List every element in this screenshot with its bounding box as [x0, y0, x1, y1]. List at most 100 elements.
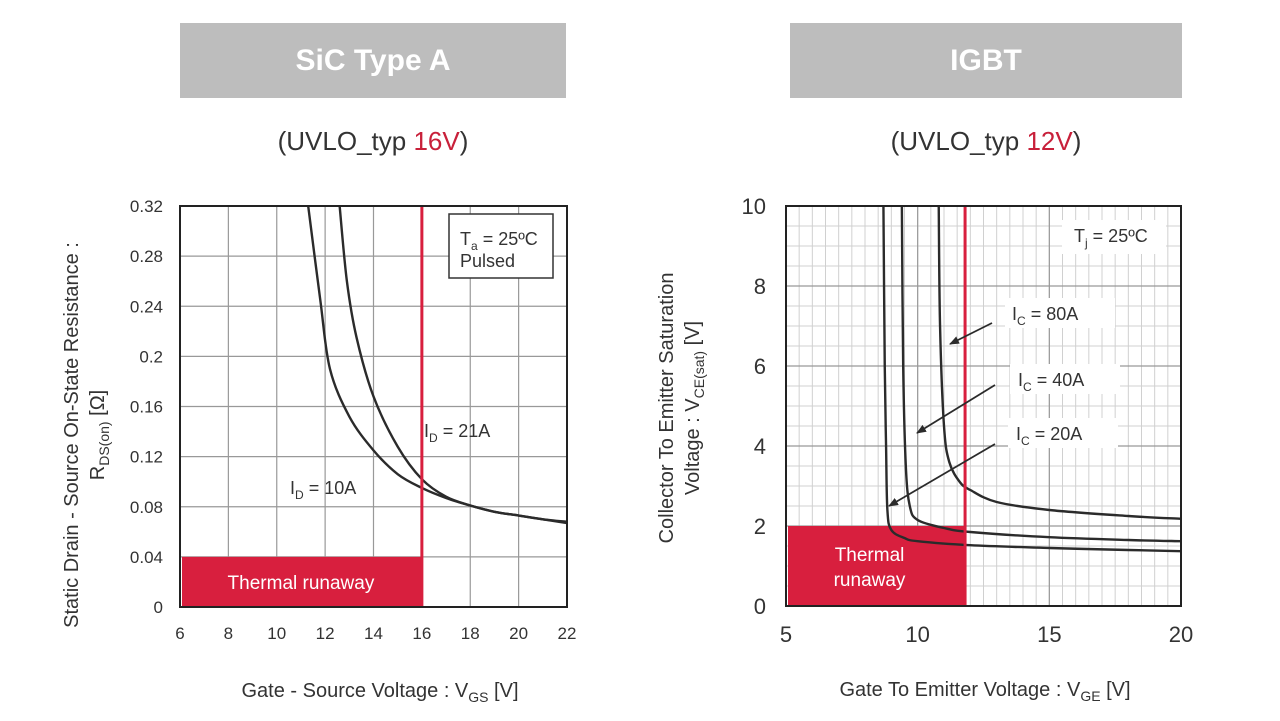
sic-label-10a-main: I: [290, 478, 295, 498]
sic-ylabel-line2-suffix: [Ω]: [87, 390, 109, 422]
igbt-condition-temp-main: T: [1074, 226, 1085, 246]
igbt-label-20a-main: I: [1016, 424, 1021, 444]
igbt-condition-temp: Tj = 25ºC: [1074, 226, 1148, 250]
igbt-label-80a-main: I: [1012, 304, 1017, 324]
igbt-y-tick-label: 10: [742, 194, 766, 219]
igbt-x-tick-label: 20: [1169, 622, 1193, 647]
sic-x-tick-label: 14: [364, 624, 383, 643]
igbt-x-tick-label: 10: [905, 622, 929, 647]
igbt-thermal-runaway-label-line1: Thermal: [835, 545, 905, 566]
igbt-ylabel-line2-suffix: [V]: [682, 321, 704, 351]
igbt-label-bg-20a: [1008, 418, 1118, 448]
igbt-series-line-0: [882, 205, 1182, 553]
sic-series-label-21a: ID = 21A: [424, 421, 490, 445]
sic-ylabel-line2-sub: DS(on): [96, 421, 112, 465]
igbt-x-tick-labels: 5 10 15 20: [780, 622, 1193, 647]
igbt-series-lines: [882, 205, 1182, 553]
sic-label-21a-main: I: [424, 421, 429, 441]
igbt-arrow-80a: [949, 322, 993, 345]
sic-condition-box: [448, 213, 554, 279]
sic-chart: Thermal runaway 6 8 10 12 14 16 18 20 22 0 0.04 0.…: [61, 197, 576, 705]
igbt-label-40a-main: I: [1018, 370, 1023, 390]
sic-y-tick-label: 0.16: [130, 398, 163, 417]
sic-y-tick-label: 0.2: [139, 347, 163, 366]
igbt-label-20a-suffix: = 20A: [1030, 424, 1083, 444]
igbt-y-tick-label: 2: [754, 514, 766, 539]
igbt-label-20a-sub: C: [1021, 434, 1030, 448]
sic-ylabel-line2: RDS(on) [Ω]: [87, 390, 112, 480]
sic-condition-temp-sub: a: [471, 239, 478, 253]
sic-y-tick-label: 0.32: [130, 197, 163, 216]
igbt-panel-title: IGBT: [790, 23, 1182, 98]
sic-label-21a-suffix: = 21A: [438, 421, 491, 441]
sic-thermal-runaway-region: [182, 556, 422, 607]
igbt-series-line-2: [937, 205, 1182, 520]
sic-uvlo-suffix: ): [459, 126, 469, 156]
igbt-y-tick-labels: 0 2 4 6 8 10: [742, 194, 766, 619]
igbt-uvlo-subtitle: (UVLO_typ 12V): [790, 126, 1182, 157]
sic-x-tick-label: 6: [175, 624, 184, 643]
igbt-series-line-1: [900, 205, 1182, 543]
sic-label-10a-sub: D: [295, 488, 304, 502]
sic-condition-pulsed: Pulsed: [460, 251, 515, 271]
igbt-arrow-20a: [888, 443, 996, 507]
igbt-y-axis-label: Collector To Emitter Saturation Voltage …: [656, 273, 707, 544]
igbt-thermal-runaway-label-line2: runaway: [834, 570, 906, 591]
igbt-ylabel-line2: Voltage : VCE(sat) [V]: [682, 321, 707, 495]
sic-uvlo-prefix: (UVLO_typ: [277, 126, 414, 156]
igbt-label-40a-sub: C: [1023, 380, 1032, 394]
igbt-xlabel-sub: GE: [1080, 688, 1100, 704]
sic-xlabel-suffix: [V]: [489, 680, 519, 702]
sic-series-line-1: [338, 205, 568, 525]
igbt-condition-temp-suffix: = 25ºC: [1088, 226, 1148, 246]
sic-thermal-runaway-label: Thermal runaway: [228, 573, 375, 594]
sic-x-tick-labels: 6 8 10 12 14 16 18 20 22: [175, 624, 576, 643]
sic-condition-temp: Ta = 25ºC: [460, 229, 538, 253]
igbt-label-bg-80a: [1005, 298, 1115, 328]
sic-uvlo-subtitle: (UVLO_typ 16V): [180, 126, 566, 157]
igbt-label-80a-sub: C: [1017, 314, 1026, 328]
igbt-ylabel-line2-sub: CE(sat): [691, 351, 707, 398]
igbt-ylabel-line1: Collector To Emitter Saturation: [656, 273, 678, 544]
igbt-y-tick-label: 6: [754, 354, 766, 379]
igbt-condition-temp-sub: j: [1084, 236, 1088, 250]
igbt-series-label-40a: IC = 40A: [1018, 370, 1084, 394]
sic-ylabel-line2-main: R: [87, 466, 109, 480]
sic-x-axis-label: Gate - Source Voltage : VGS [V]: [241, 680, 518, 705]
igbt-condition-box: [1062, 220, 1166, 254]
igbt-plot-frame: [785, 205, 1182, 607]
igbt-series-label-20a: IC = 20A: [1016, 424, 1082, 448]
igbt-ylabel-line2-main: Voltage : V: [682, 398, 704, 495]
sic-condition-temp-suffix: = 25ºC: [478, 229, 538, 249]
igbt-label-80a-suffix: = 80A: [1026, 304, 1079, 324]
sic-x-tick-label: 18: [461, 624, 480, 643]
igbt-x-tick-label: 15: [1037, 622, 1061, 647]
sic-y-tick-label: 0.04: [130, 548, 163, 567]
sic-x-tick-label: 16: [412, 624, 431, 643]
igbt-uvlo-prefix: (UVLO_typ: [890, 126, 1027, 156]
igbt-xlabel-main: Gate To Emitter Voltage : V: [839, 679, 1081, 701]
igbt-xlabel-suffix: [V]: [1101, 679, 1131, 701]
sic-x-tick-label: 8: [224, 624, 233, 643]
igbt-y-tick-label: 8: [754, 274, 766, 299]
sic-panel-title: SiC Type A: [180, 23, 566, 98]
igbt-uvlo-suffix: ): [1072, 126, 1082, 156]
sic-series-lines: [307, 205, 568, 525]
sic-y-tick-label: 0: [154, 598, 163, 617]
sic-y-tick-labels: 0 0.04 0.08 0.12 0.16 0.2 0.24 0.28 0.32: [130, 197, 163, 617]
sic-label-10a-suffix: = 10A: [304, 478, 357, 498]
igbt-x-tick-label: 5: [780, 622, 792, 647]
sic-x-tick-label: 20: [509, 624, 528, 643]
sic-y-tick-label: 0.28: [130, 247, 163, 266]
sic-plot-frame: [179, 205, 568, 608]
igbt-uvlo-value: 12V: [1026, 126, 1073, 156]
sic-xlabel-main: Gate - Source Voltage : V: [241, 680, 468, 702]
igbt-y-tick-label: 4: [754, 434, 766, 459]
sic-y-tick-label: 0.24: [130, 297, 163, 316]
sic-x-tick-label: 12: [316, 624, 335, 643]
igbt-series-label-80a: IC = 80A: [1012, 304, 1078, 328]
sic-y-tick-label: 0.08: [130, 498, 163, 517]
igbt-thermal-runaway-region: [788, 526, 966, 606]
sic-y-tick-label: 0.12: [130, 448, 163, 467]
